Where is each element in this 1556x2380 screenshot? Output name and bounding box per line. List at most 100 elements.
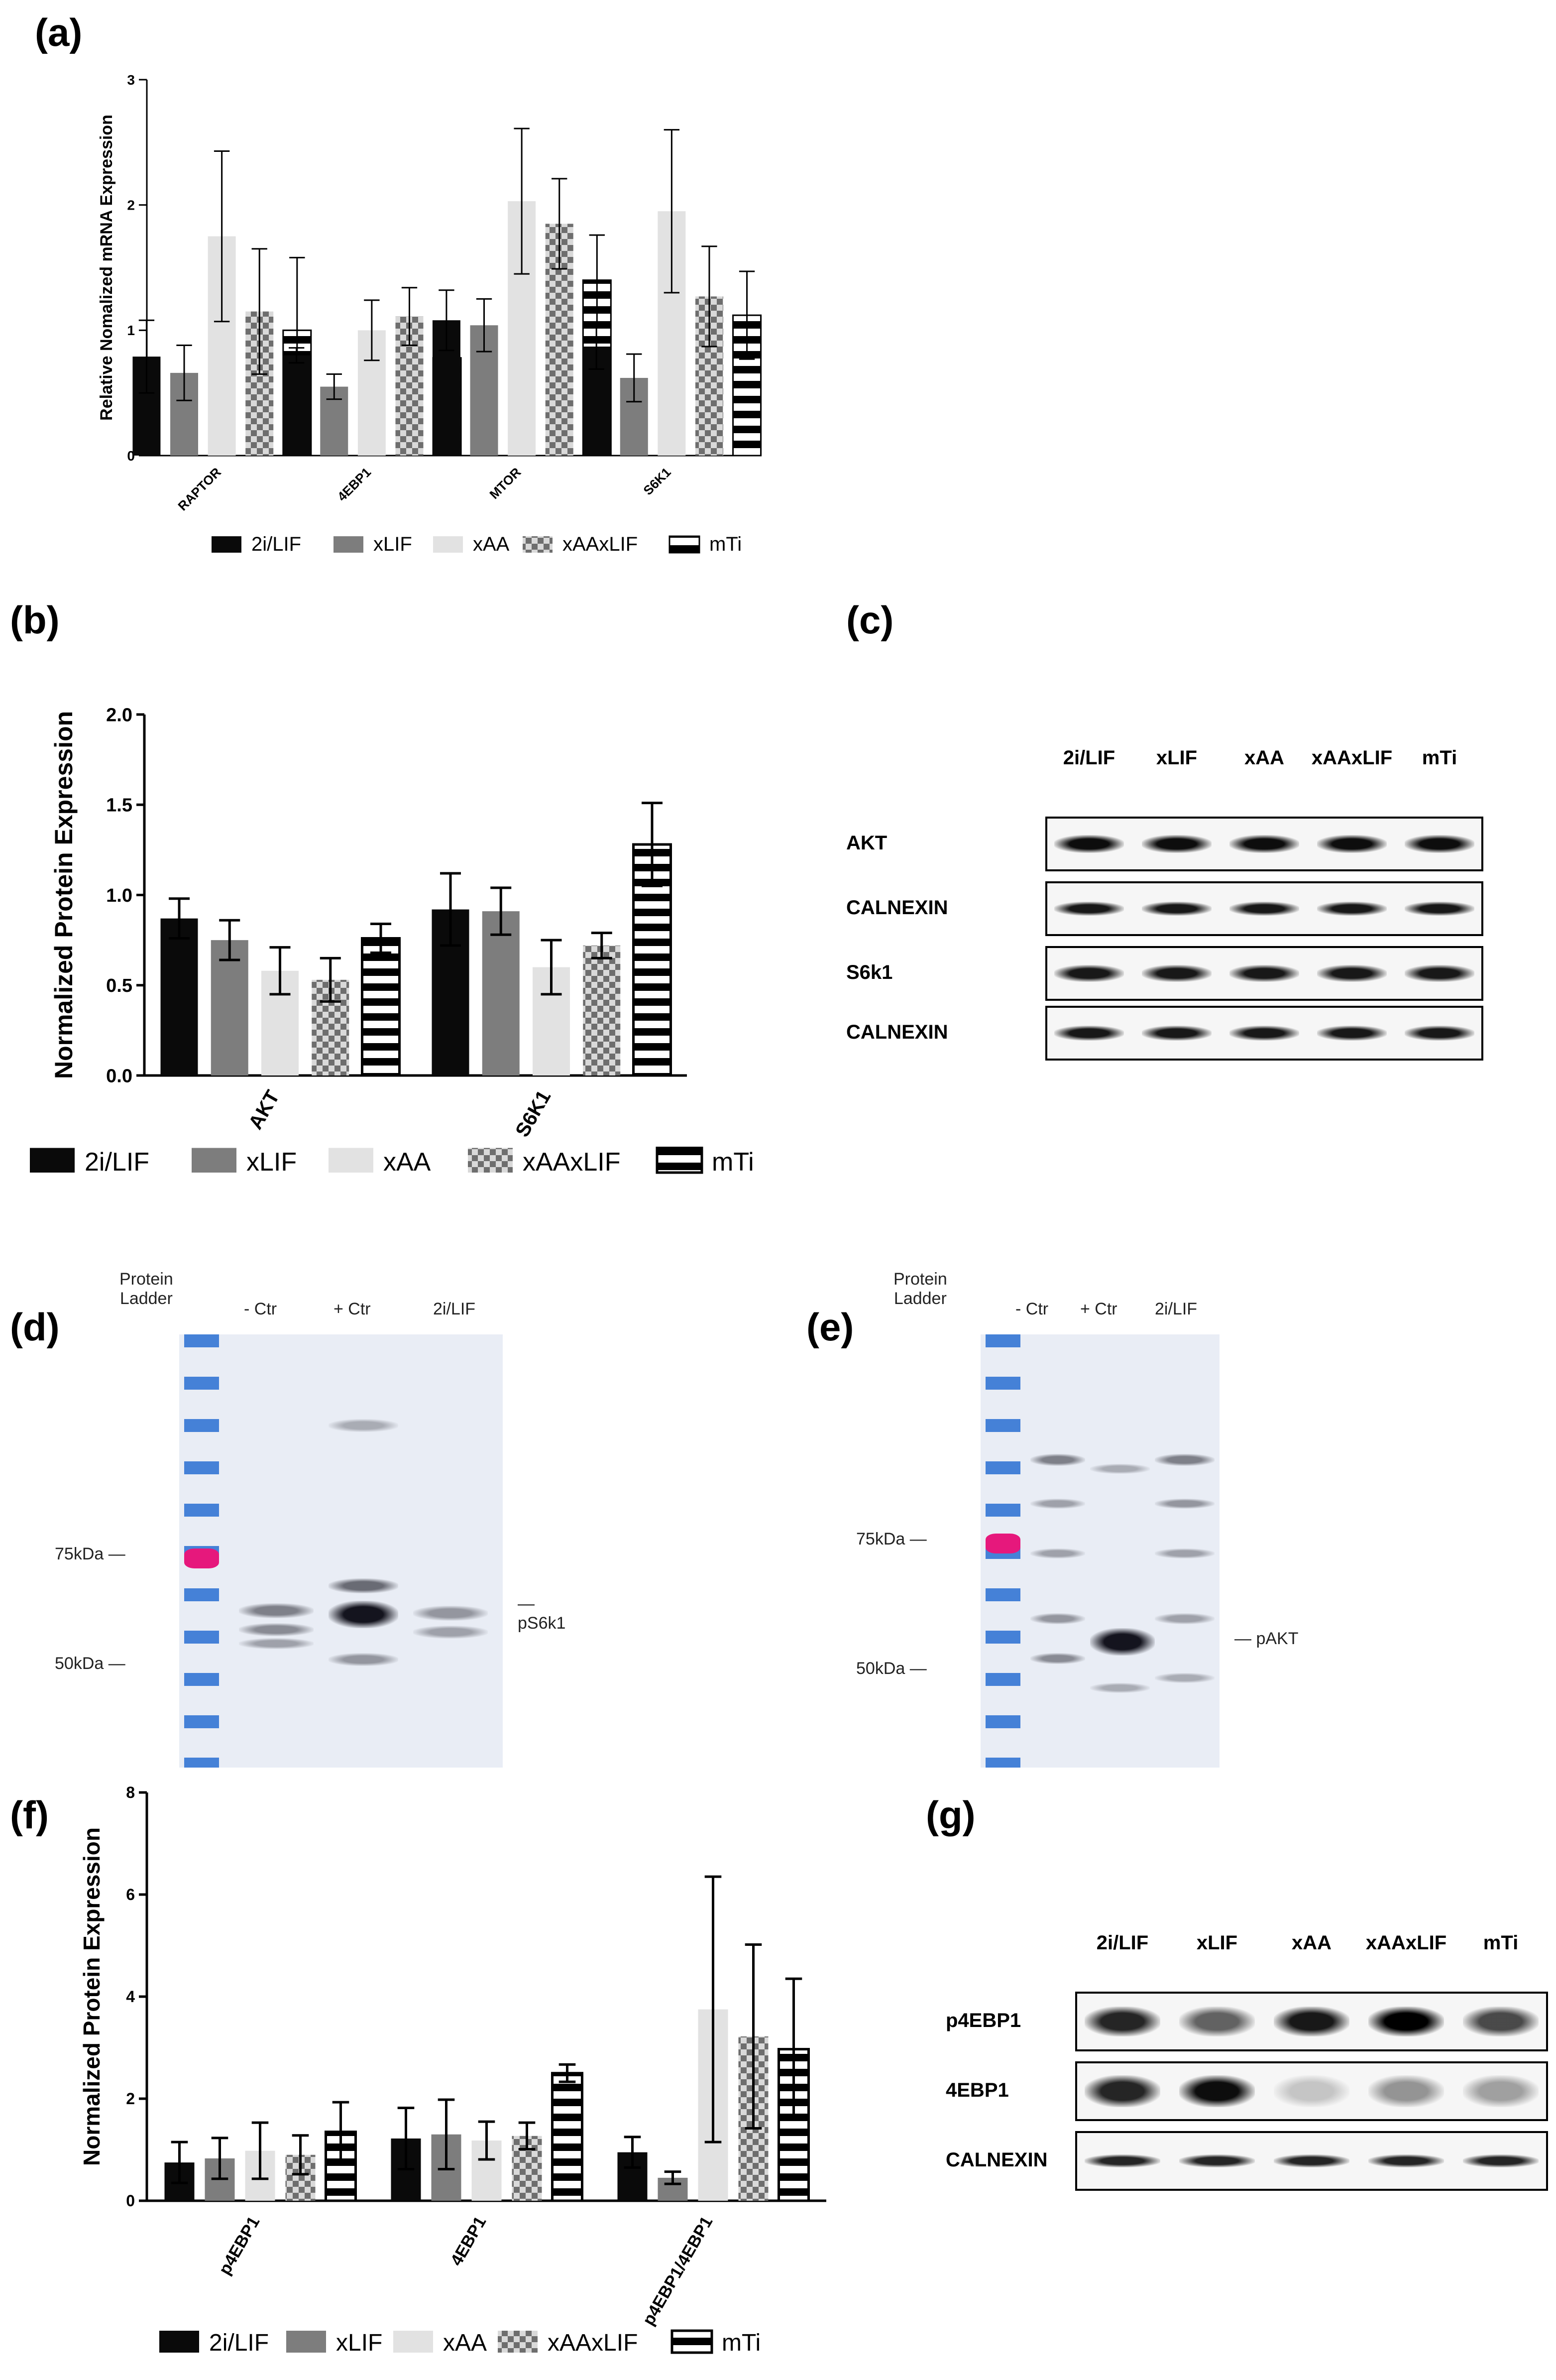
blot-band xyxy=(1404,965,1475,982)
blot-band xyxy=(1368,2075,1444,2107)
x-tick-label: 4EBP1 xyxy=(447,2213,490,2269)
panel-label-f: (f) xyxy=(10,1793,49,1837)
blot-band xyxy=(1274,2007,1349,2036)
western-blot-g: 2i/LIF xLIF xAA xAAxLIF mTi p4EBP1 4EBP1 CALNEX… xyxy=(946,1932,1556,2191)
legend-swatch xyxy=(393,2331,433,2353)
y-tick-label: 2 xyxy=(127,197,135,213)
blot-band xyxy=(1317,902,1387,916)
panel-label-b: (b) xyxy=(10,598,60,642)
marker-label: 75kDa — xyxy=(55,1545,125,1563)
bar-2i-LIF xyxy=(282,355,311,456)
y-tick-label: 1.0 xyxy=(106,885,132,906)
panel-label-g: (g) xyxy=(926,1793,976,1837)
blot-band xyxy=(1463,2075,1539,2107)
y-axis-label: Relative Nomalized mRNA Expression xyxy=(97,115,116,421)
blot-column-header: 2i/LIF xyxy=(1096,1932,1149,1954)
legend-label: xAA xyxy=(473,533,510,555)
legend-label: 2i/LIF xyxy=(251,533,301,555)
legend-label: 2i/LIF xyxy=(85,1148,149,1177)
marker-label: 50kDa — xyxy=(856,1659,927,1678)
blot-band xyxy=(1404,902,1475,916)
gel-band xyxy=(239,1603,314,1618)
gel-membrane xyxy=(179,1334,503,1768)
blot-band xyxy=(1085,2075,1160,2107)
legend-swatch xyxy=(468,1148,513,1173)
blot-band xyxy=(1141,1026,1212,1041)
gel-image-d: Protein Ladder - Ctr + Ctr 2i/LIF 75kDa — 50k… xyxy=(55,1270,572,1768)
legend-label: mTi xyxy=(709,533,742,555)
legend-label: xAAxLIF xyxy=(548,2330,638,2356)
blot-row-label: S6k1 xyxy=(846,961,893,983)
blot-band xyxy=(1229,965,1300,982)
y-tick-label: 0.5 xyxy=(106,975,132,996)
gel-band xyxy=(329,1578,398,1593)
legend-swatch xyxy=(286,2331,326,2353)
blot-column-header: xAA xyxy=(1291,1932,1332,1954)
blot-band xyxy=(1054,835,1124,853)
gel-band xyxy=(1090,1683,1150,1693)
blot-band xyxy=(1141,835,1212,853)
blot-band xyxy=(1317,1026,1387,1041)
x-tick-label: S6K1 xyxy=(640,465,673,498)
legend-swatch xyxy=(668,535,700,554)
blot-row-label: AKT xyxy=(846,832,888,854)
legend-label: xAAxLIF xyxy=(523,1148,621,1177)
blot-row-label: CALNEXIN xyxy=(846,897,948,919)
target-band-label: — pAKT xyxy=(1234,1629,1299,1648)
gel-lane-label: - Ctr xyxy=(1015,1300,1049,1318)
blot-band xyxy=(1274,2075,1349,2107)
legend-swatch xyxy=(333,536,363,553)
target-band-label: — pS6k1 xyxy=(518,1594,566,1633)
blot-column-header: xAAxLIF xyxy=(1311,747,1393,769)
gel-band xyxy=(329,1601,398,1628)
blot-band xyxy=(1179,2007,1255,2036)
blot-band xyxy=(1317,965,1387,982)
gel-lane-label: 2i/LIF xyxy=(1155,1300,1198,1318)
legend-swatch xyxy=(498,2331,538,2353)
gel-band xyxy=(1030,1653,1085,1664)
y-axis-label: Normalized Protein Expression xyxy=(79,1827,105,2166)
legend-swatch xyxy=(159,2331,199,2353)
legend-swatch xyxy=(670,2329,713,2354)
blot-band xyxy=(1404,1026,1475,1041)
bar-2i-LIF xyxy=(160,918,198,1075)
legend-label: xLIF xyxy=(336,2330,382,2356)
y-tick-label: 2 xyxy=(126,2090,135,2108)
x-tick-label: p4EBP1 xyxy=(215,2213,263,2278)
blot-band xyxy=(1317,835,1387,853)
blot-band xyxy=(1463,2007,1539,2036)
gel-band xyxy=(1030,1454,1085,1466)
y-tick-label: 1.5 xyxy=(106,795,132,816)
gel-band xyxy=(329,1419,398,1432)
western-blot-c: 2i/LIF xLIF xAA xAAxLIF mTi AKT CALNEXIN S6k1 CA… xyxy=(846,747,1493,1071)
blot-row-label: 4EBP1 xyxy=(946,2079,1009,2101)
legend-label: xLIF xyxy=(373,533,412,555)
chart-f: 0 2 4 6 8 Normalized Protein Expression p4EBP1… xyxy=(79,1784,826,2356)
gel-membrane xyxy=(981,1334,1220,1768)
blot-band xyxy=(1085,2154,1160,2167)
gel-band xyxy=(239,1623,314,1636)
blot-band xyxy=(1054,1026,1124,1041)
gel-lane-label: + Ctr xyxy=(1080,1300,1117,1318)
y-tick-label: 8 xyxy=(126,1784,135,1801)
legend-swatch xyxy=(30,1148,75,1173)
legend-swatch xyxy=(656,1147,703,1174)
y-tick-label: 6 xyxy=(126,1886,135,1904)
blot-band xyxy=(1368,2154,1444,2167)
gel-band xyxy=(1155,1454,1215,1466)
blot-column-header: mTi xyxy=(1483,1932,1519,1954)
legend-label: 2i/LIF xyxy=(209,2330,269,2356)
blot-band xyxy=(1179,2075,1255,2107)
blot-band xyxy=(1085,2007,1160,2036)
gel-band xyxy=(1155,1499,1215,1509)
ladder-pink-band xyxy=(184,1548,219,1568)
blot-column-header: xLIF xyxy=(1196,1932,1238,1954)
blot-band xyxy=(1229,835,1300,853)
gel-band xyxy=(329,1653,398,1666)
x-tick-label: AKT xyxy=(244,1087,284,1133)
chart-b: 0.0 0.5 1.0 1.5 2.0 Normalized Protein Expres… xyxy=(30,705,754,1177)
marker-label: 50kDa — xyxy=(55,1654,125,1673)
legend-label: mTi xyxy=(712,1148,754,1177)
legend-label: xLIF xyxy=(246,1148,297,1177)
